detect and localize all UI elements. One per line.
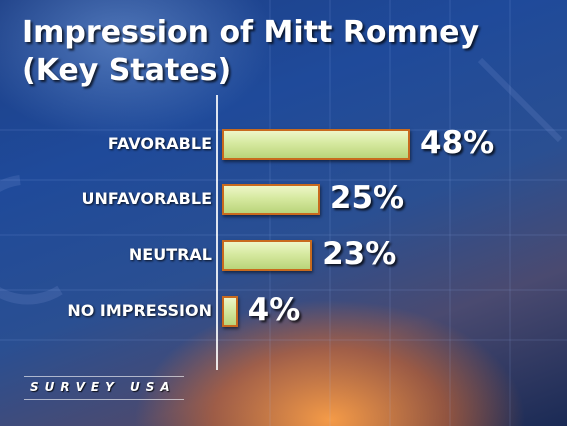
logo-frame xyxy=(24,376,184,400)
surveyusa-logo: SURVEY USA xyxy=(30,378,176,396)
logo-text: SURVEY USA xyxy=(30,380,176,394)
bar-no-impression xyxy=(222,296,238,327)
category-label: NO IMPRESSION xyxy=(67,301,212,320)
value-label: 25% xyxy=(329,180,405,216)
category-label: UNFAVORABLE xyxy=(81,189,213,208)
bar-favorable xyxy=(222,129,410,160)
chart-title-block: Impression of Mitt Romney (Key States) xyxy=(22,14,479,90)
value-label: 48% xyxy=(420,125,495,161)
category-label: NEUTRAL xyxy=(128,245,212,264)
value-label: 4% xyxy=(247,292,301,328)
bar-unfavorable xyxy=(222,184,320,215)
chart-title: Impression of Mitt Romney xyxy=(22,15,480,50)
category-label: FAVORABLE xyxy=(107,134,212,153)
y-axis-line xyxy=(216,95,218,370)
bar-neutral xyxy=(222,240,313,271)
value-label: 23% xyxy=(322,236,397,272)
chart-subtitle: (Key States) xyxy=(22,53,232,88)
